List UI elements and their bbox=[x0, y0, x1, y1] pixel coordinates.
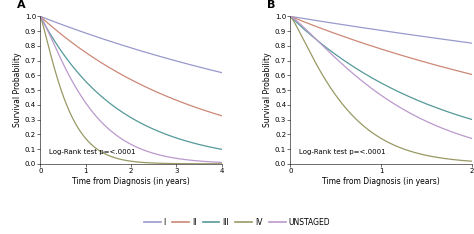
Text: B: B bbox=[267, 0, 275, 11]
Y-axis label: Survival Probability: Survival Probability bbox=[13, 53, 22, 127]
Text: Log-Rank test p=<.0001: Log-Rank test p=<.0001 bbox=[300, 149, 386, 155]
X-axis label: Time from Diagnosis (in years): Time from Diagnosis (in years) bbox=[72, 177, 190, 186]
Text: A: A bbox=[17, 0, 25, 11]
Text: Log-Rank test p=<.0001: Log-Rank test p=<.0001 bbox=[49, 149, 136, 155]
Legend: I, II, III, IV, UNSTAGED: I, II, III, IV, UNSTAGED bbox=[141, 215, 333, 230]
Y-axis label: Survival Probability: Survival Probability bbox=[263, 53, 272, 127]
X-axis label: Time from Diagnosis (in years): Time from Diagnosis (in years) bbox=[322, 177, 440, 186]
